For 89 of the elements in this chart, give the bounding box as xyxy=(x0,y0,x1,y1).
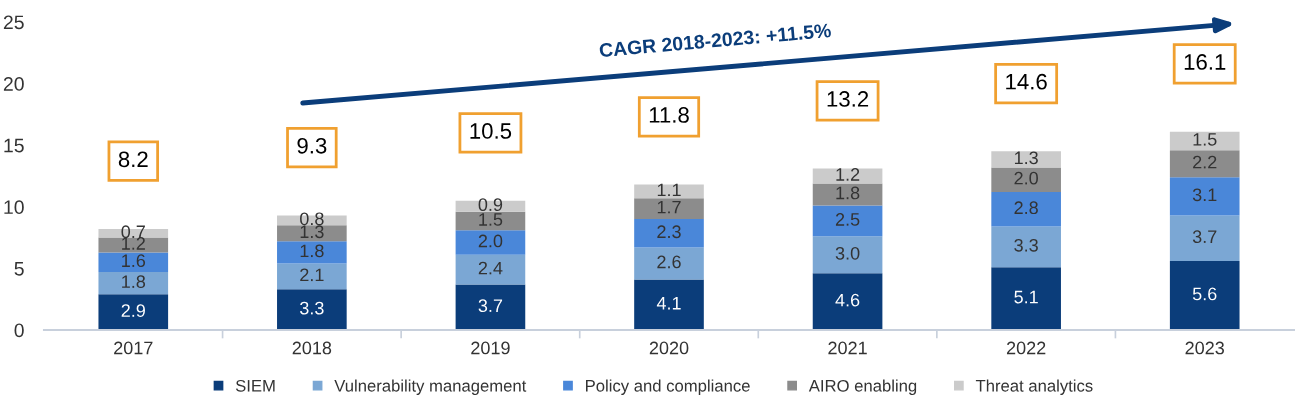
data-label: 2.4 xyxy=(478,261,503,275)
bar xyxy=(991,192,1061,227)
y-tick-label: 5 xyxy=(14,262,24,276)
data-label: 1.3 xyxy=(300,225,324,239)
data-label: 1.3 xyxy=(1014,151,1038,165)
x-tick-label: 2020 xyxy=(649,341,689,355)
bar xyxy=(634,247,704,280)
legend-label: Policy and compliance xyxy=(586,379,750,395)
bar xyxy=(634,279,704,330)
data-label: 4.1 xyxy=(656,296,681,310)
bar xyxy=(98,272,169,295)
data-label: 2.0 xyxy=(1014,171,1038,185)
data-label: 1.8 xyxy=(836,186,860,200)
data-label: 2.3 xyxy=(657,225,681,239)
x-tick-label: 2021 xyxy=(828,341,867,355)
legend-label: Threat analytics xyxy=(975,379,1093,395)
data-label: 1.5 xyxy=(1193,133,1217,146)
legend-label: Vulnerability management xyxy=(334,379,527,395)
y-tick-label: 20 xyxy=(3,77,24,91)
data-label: 1.2 xyxy=(122,237,145,250)
bar xyxy=(98,252,169,273)
bar xyxy=(277,225,347,242)
bar xyxy=(634,219,704,248)
data-label: 2.5 xyxy=(835,213,860,226)
bar xyxy=(812,205,883,237)
total-label: 10.5 xyxy=(470,123,512,139)
x-tick-label: 2018 xyxy=(292,341,332,355)
bar xyxy=(98,294,169,330)
data-label: 1.7 xyxy=(657,200,681,214)
bar xyxy=(1169,131,1240,151)
x-tick-label: 2023 xyxy=(1185,341,1225,355)
data-label: 2.0 xyxy=(478,234,503,248)
y-tick-label: 0 xyxy=(14,323,24,338)
data-label: 3.0 xyxy=(835,246,860,260)
data-label: 3.3 xyxy=(1014,238,1038,252)
x-tick-label: 2022 xyxy=(1006,341,1046,355)
total-label: 11.8 xyxy=(649,107,689,123)
data-label: 5.6 xyxy=(1192,287,1217,301)
bar xyxy=(277,289,347,330)
bar xyxy=(455,254,526,285)
data-label: 3.7 xyxy=(1192,230,1217,244)
bar xyxy=(277,241,347,264)
data-label: 2.8 xyxy=(1014,201,1038,215)
y-tick-label: 25 xyxy=(3,15,24,30)
bar xyxy=(277,263,347,290)
bar xyxy=(634,198,704,220)
bar xyxy=(455,230,526,255)
y-tick-label: 15 xyxy=(4,138,24,153)
bar xyxy=(991,267,1061,330)
data-label: 3.1 xyxy=(1192,188,1217,202)
data-label: 1.6 xyxy=(122,254,146,268)
data-label: 3.7 xyxy=(478,299,503,313)
bar xyxy=(812,236,883,274)
total-label: 9.3 xyxy=(297,137,327,154)
data-label: 1.5 xyxy=(479,213,503,226)
data-label: 1.2 xyxy=(836,168,860,181)
bar xyxy=(991,226,1061,268)
total-label: 8.2 xyxy=(118,151,148,168)
bar xyxy=(991,151,1061,168)
data-label: 2.6 xyxy=(657,255,681,269)
x-tick-label: 2019 xyxy=(471,341,510,355)
bar xyxy=(991,167,1061,193)
data-label: 2.2 xyxy=(1193,155,1217,169)
x-tick-label: 2017 xyxy=(114,341,153,355)
bar xyxy=(1169,261,1240,330)
bar xyxy=(1169,150,1240,178)
data-label: 1.1 xyxy=(657,183,681,197)
total-label: 14.6 xyxy=(1006,73,1047,90)
bar xyxy=(1169,215,1240,262)
annotation: CAGR 2018-2023: +11.5% xyxy=(599,23,832,58)
data-label: 0.8 xyxy=(300,212,324,226)
bar xyxy=(1169,177,1240,216)
data-label: 2.9 xyxy=(121,304,145,317)
data-label: 3.3 xyxy=(300,301,324,315)
y-tick-label: 10 xyxy=(4,200,24,215)
data-label: 0.9 xyxy=(478,198,503,212)
data-label: 0.7 xyxy=(121,225,145,239)
data-label: 2.1 xyxy=(300,268,324,282)
data-label: 1.8 xyxy=(122,275,146,289)
total-label: 16.1 xyxy=(1184,54,1226,70)
total-label: 13.2 xyxy=(827,91,869,107)
legend-label: SIEM xyxy=(235,379,275,392)
legend-label: AIRO enabling xyxy=(808,379,917,395)
bar xyxy=(812,183,883,206)
bar xyxy=(455,284,526,330)
data-label: 4.6 xyxy=(835,293,860,307)
data-label: 5.1 xyxy=(1014,290,1038,304)
data-label: 1.8 xyxy=(300,244,324,258)
bar xyxy=(812,273,883,330)
